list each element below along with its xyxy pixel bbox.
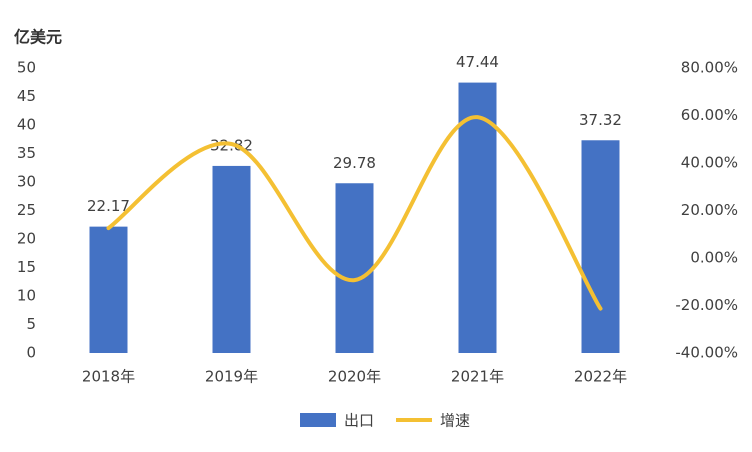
y2-tick-label: 0.00% [690, 249, 738, 267]
x-tick-label: 2019年 [205, 368, 258, 386]
x-tick-label: 2022年 [574, 368, 627, 386]
y-tick-label: 50 [17, 59, 36, 77]
y-tick-label: 10 [17, 287, 36, 305]
data-label: 37.32 [579, 111, 622, 129]
y-tick-label: 15 [17, 258, 36, 276]
x-tick-label: 2021年 [451, 368, 504, 386]
data-label: 29.78 [333, 154, 376, 172]
y-tick-label: 20 [17, 230, 36, 248]
y-tick-label: 0 [26, 344, 36, 362]
y2-tick-label: 40.00% [681, 154, 738, 172]
legend-label: 增速 [440, 412, 470, 430]
y2-tick-label: 20.00% [681, 201, 738, 219]
x-tick-label: 2020年 [328, 368, 381, 386]
data-label: 47.44 [456, 53, 499, 71]
y-tick-label: 40 [17, 116, 36, 134]
x-tick-label: 2018年 [82, 368, 135, 386]
legend-swatch [300, 413, 336, 427]
y-tick-label: 35 [17, 144, 36, 162]
y-tick-label: 45 [17, 87, 36, 105]
y2-tick-label: -40.00% [675, 344, 738, 362]
data-label: 22.17 [87, 197, 130, 215]
bar [89, 226, 128, 353]
bar [458, 82, 497, 353]
y2-tick-label: 80.00% [681, 59, 738, 77]
y-tick-label: 5 [26, 315, 36, 333]
y-tick-label: 30 [17, 173, 36, 191]
legend-label: 出口 [344, 412, 374, 430]
bar [212, 165, 251, 353]
y-axis-label: 亿美元 [14, 28, 62, 47]
y2-tick-label: -20.00% [675, 296, 738, 314]
y2-tick-label: 60.00% [681, 106, 738, 124]
bar [581, 140, 620, 353]
y-tick-label: 25 [17, 201, 36, 219]
line [106, 115, 603, 311]
bar [335, 183, 374, 353]
